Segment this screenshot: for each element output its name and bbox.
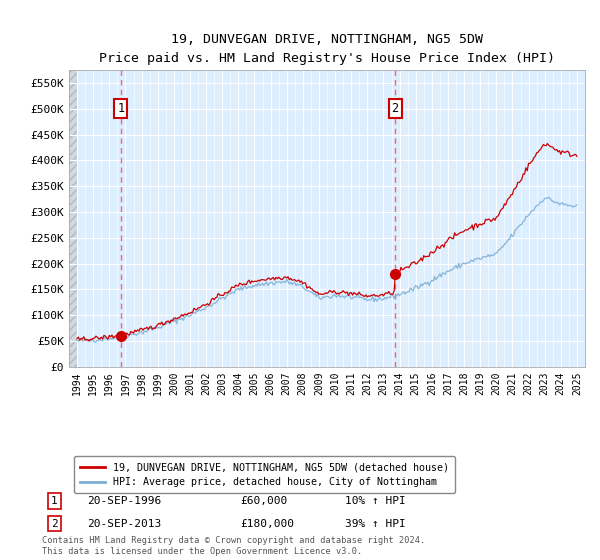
Text: 20-SEP-1996: 20-SEP-1996 (87, 496, 161, 506)
Legend: 19, DUNVEGAN DRIVE, NOTTINGHAM, NG5 5DW (detached house), HPI: Average price, de: 19, DUNVEGAN DRIVE, NOTTINGHAM, NG5 5DW … (74, 456, 455, 493)
Text: 1: 1 (118, 102, 124, 115)
Text: 1: 1 (51, 496, 58, 506)
Text: 2: 2 (391, 102, 398, 115)
Text: 2: 2 (51, 519, 58, 529)
Text: 10% ↑ HPI: 10% ↑ HPI (345, 496, 406, 506)
Bar (69, 70, 77, 367)
Text: 20-SEP-2013: 20-SEP-2013 (87, 519, 161, 529)
Text: Contains HM Land Registry data © Crown copyright and database right 2024.
This d: Contains HM Land Registry data © Crown c… (42, 536, 425, 556)
Title: 19, DUNVEGAN DRIVE, NOTTINGHAM, NG5 5DW
Price paid vs. HM Land Registry's House : 19, DUNVEGAN DRIVE, NOTTINGHAM, NG5 5DW … (99, 32, 555, 64)
Text: 39% ↑ HPI: 39% ↑ HPI (345, 519, 406, 529)
Text: £180,000: £180,000 (240, 519, 294, 529)
Text: £60,000: £60,000 (240, 496, 287, 506)
